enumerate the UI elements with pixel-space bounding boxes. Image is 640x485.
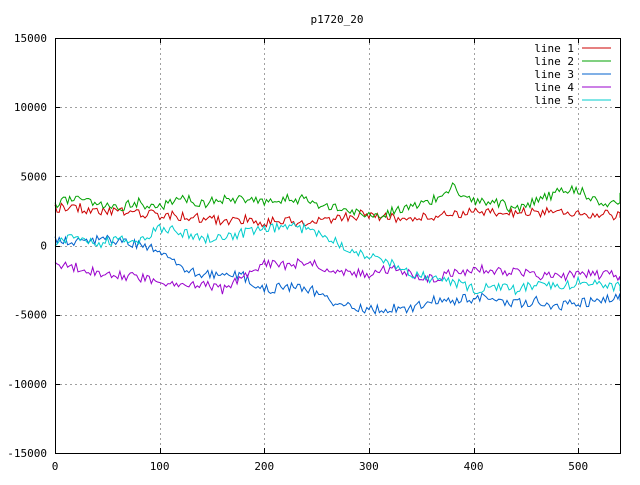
x-tick-label: 400 — [464, 460, 484, 473]
series-line-1 — [54, 202, 621, 228]
y-tick-label: -15000 — [7, 447, 47, 460]
series-line-3 — [54, 234, 621, 315]
y-tick-label: 5000 — [21, 170, 48, 183]
series-lines — [54, 182, 621, 315]
series-line-5 — [54, 221, 621, 296]
legend-label: line 2 — [534, 55, 574, 68]
x-tick-label: 300 — [359, 460, 379, 473]
y-tick-label: 0 — [40, 240, 47, 253]
x-tick-label: 0 — [52, 460, 59, 473]
x-tick-label: 100 — [150, 460, 170, 473]
grid — [55, 38, 620, 453]
legend-label: line 5 — [534, 94, 574, 107]
series-line-2 — [54, 182, 621, 219]
axis-ticks: 0 100 200 300 400 500 -15000 -10000 -5000 0 5000 10… — [7, 32, 620, 473]
y-tick-label: 10000 — [14, 101, 47, 114]
y-tick-label: -5000 — [14, 309, 47, 322]
y-tick-label: 15000 — [14, 32, 47, 45]
series-line-4 — [54, 257, 621, 295]
x-tick-label: 500 — [568, 460, 588, 473]
y-tick-label: -10000 — [7, 378, 47, 391]
x-tick-label: 200 — [254, 460, 274, 473]
legend-label: line 1 — [534, 42, 574, 55]
chart-title: p1720_20 — [311, 13, 364, 26]
legend-label: line 3 — [534, 68, 574, 81]
legend-label: line 4 — [534, 81, 574, 94]
